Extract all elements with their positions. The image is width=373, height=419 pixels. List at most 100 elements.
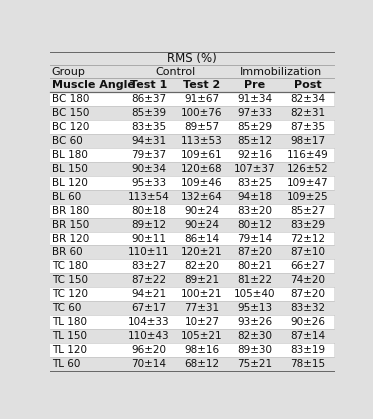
Text: 120±21: 120±21 [181,248,223,258]
Text: 97±33: 97±33 [237,108,273,118]
Text: 80±18: 80±18 [131,206,166,215]
Text: 68±12: 68±12 [184,360,220,369]
Bar [50,301,334,316]
Text: BL 150: BL 150 [52,163,88,173]
Text: BL 60: BL 60 [52,191,81,202]
Text: 90±24: 90±24 [185,220,219,230]
Text: 81±22: 81±22 [237,275,273,285]
Text: 72±12: 72±12 [290,233,325,243]
Text: 100±21: 100±21 [181,290,223,300]
Text: TL 180: TL 180 [52,317,87,327]
Text: 89±21: 89±21 [184,275,220,285]
Text: 96±20: 96±20 [131,345,166,355]
Text: BR 120: BR 120 [52,233,89,243]
Text: 83±35: 83±35 [131,122,166,132]
Bar [50,287,334,301]
Text: 89±57: 89±57 [184,122,220,132]
Text: 83±19: 83±19 [290,345,325,355]
Text: BC 120: BC 120 [52,122,89,132]
Text: 86±14: 86±14 [184,233,220,243]
Text: Test 2: Test 2 [184,80,220,90]
Text: 126±52: 126±52 [287,163,329,173]
Bar [50,92,334,106]
Text: BC 150: BC 150 [52,108,89,118]
Text: TC 120: TC 120 [52,290,88,300]
Text: 74±20: 74±20 [290,275,325,285]
Text: 87±35: 87±35 [290,122,325,132]
Text: 79±37: 79±37 [131,150,166,160]
Text: Muscle Angle: Muscle Angle [52,80,135,90]
Text: 90±34: 90±34 [131,163,166,173]
Text: 109±25: 109±25 [287,191,329,202]
Bar [50,120,334,134]
Text: TC 180: TC 180 [52,261,88,272]
Text: 87±22: 87±22 [131,275,166,285]
Text: 79±14: 79±14 [237,233,273,243]
Bar [50,274,334,287]
Text: 93±26: 93±26 [237,317,273,327]
Text: 80±12: 80±12 [238,220,272,230]
Text: 116±49: 116±49 [287,150,329,160]
Text: 91±34: 91±34 [237,94,273,104]
Bar [50,259,334,274]
Text: 83±25: 83±25 [237,178,273,188]
Text: TL 60: TL 60 [52,360,80,369]
Text: 109±47: 109±47 [287,178,329,188]
Bar [50,204,334,217]
Text: BL 180: BL 180 [52,150,88,160]
Bar [50,316,334,329]
Text: RMS (%): RMS (%) [167,52,217,65]
Text: 98±17: 98±17 [290,136,325,146]
Text: 80±21: 80±21 [238,261,272,272]
Text: Post: Post [294,80,322,90]
Text: 87±10: 87±10 [290,248,325,258]
Bar [50,343,334,357]
Text: 85±29: 85±29 [237,122,273,132]
Text: Pre: Pre [244,80,266,90]
Text: 113±53: 113±53 [181,136,223,146]
Bar [50,189,334,204]
Text: 100±76: 100±76 [181,108,223,118]
Text: 66±27: 66±27 [290,261,325,272]
Text: 113±54: 113±54 [128,191,170,202]
Text: 82±34: 82±34 [290,94,325,104]
Text: TL 120: TL 120 [52,345,87,355]
Text: BC 60: BC 60 [52,136,82,146]
Bar [50,329,334,343]
Text: 94±18: 94±18 [237,191,273,202]
Text: 95±13: 95±13 [237,303,273,313]
Text: Immobilization: Immobilization [240,67,323,77]
Text: 75±21: 75±21 [237,360,273,369]
Text: 85±27: 85±27 [290,206,325,215]
Text: 87±20: 87±20 [290,290,325,300]
Text: 92±16: 92±16 [237,150,273,160]
Text: TL 150: TL 150 [52,331,87,341]
Text: TC 60: TC 60 [52,303,81,313]
Bar [50,176,334,189]
Text: BR 150: BR 150 [52,220,89,230]
Text: 104±33: 104±33 [128,317,170,327]
Text: 78±15: 78±15 [290,360,325,369]
Text: 83±20: 83±20 [238,206,272,215]
Text: 95±33: 95±33 [131,178,166,188]
Bar [50,106,334,120]
Bar [50,134,334,147]
Text: BC 180: BC 180 [52,94,89,104]
Text: TC 150: TC 150 [52,275,88,285]
Text: 98±16: 98±16 [184,345,220,355]
Text: 94±21: 94±21 [131,290,166,300]
Text: 110±43: 110±43 [128,331,170,341]
Text: Test 1: Test 1 [130,80,167,90]
Text: 85±39: 85±39 [131,108,166,118]
Text: 109±61: 109±61 [181,150,223,160]
Text: 82±20: 82±20 [185,261,219,272]
Text: 105±40: 105±40 [234,290,276,300]
Text: 82±31: 82±31 [290,108,325,118]
Bar [50,162,334,176]
Text: 83±32: 83±32 [290,303,325,313]
Text: 107±37: 107±37 [234,163,276,173]
Text: 94±31: 94±31 [131,136,166,146]
Bar [50,357,334,371]
Text: 89±30: 89±30 [238,345,272,355]
Text: Group: Group [52,67,86,77]
